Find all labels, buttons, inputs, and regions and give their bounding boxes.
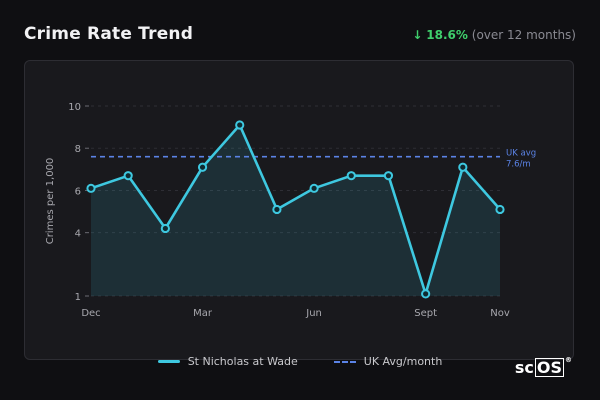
y-tick-label: 1 [75, 292, 81, 303]
y-axis: 1 4 6 8 10 [68, 102, 89, 303]
legend: St Nicholas at Wade UK Avg/month [0, 355, 600, 368]
data-point[interactable] [123, 171, 133, 181]
legend-label-series: St Nicholas at Wade [187, 355, 298, 368]
x-tick-label: Nov [490, 308, 510, 319]
legend-swatch-benchmark [333, 360, 356, 363]
data-point[interactable] [197, 162, 208, 172]
x-tick-label: Mar [193, 308, 213, 319]
x-tick-label: Sept [414, 308, 437, 319]
change-indicator: ↓ 18.6% (over 12 months) [412, 28, 576, 42]
data-point[interactable] [383, 171, 394, 181]
data-point[interactable] [346, 171, 356, 181]
data-point[interactable] [309, 183, 319, 193]
legend-item-series[interactable]: St Nicholas at Wade [157, 355, 298, 368]
data-point[interactable] [86, 183, 96, 193]
x-tick-label: Dec [81, 308, 100, 319]
logo-text: sc [514, 358, 534, 377]
legend-item-benchmark[interactable]: UK Avg/month [333, 355, 443, 368]
change-value: 18.6% [426, 28, 468, 42]
y-axis-label: Crimes per 1,000 [45, 158, 56, 245]
change-period: (over 12 months) [471, 28, 576, 42]
data-point[interactable] [272, 204, 282, 215]
x-tick-label: Jun [305, 308, 322, 319]
y-tick-label: 6 [75, 186, 81, 197]
data-point[interactable] [495, 204, 505, 215]
series-line [90, 123, 501, 296]
series-area [91, 125, 500, 296]
grid [91, 105, 500, 297]
y-tick-label: 10 [68, 102, 81, 113]
data-point[interactable] [160, 223, 170, 234]
legend-swatch-series [157, 360, 180, 363]
data-point[interactable] [421, 289, 431, 299]
y-tick-label: 4 [75, 229, 81, 240]
registered-mark: ® [565, 356, 572, 364]
chart-title: Crime Rate Trend [24, 24, 194, 44]
uk-avg-value-label: 7.6/m [506, 160, 531, 170]
y-tick-label: 8 [75, 144, 81, 155]
uk-avg-label: UK avg [506, 149, 536, 159]
scos-logo: sc OS ® [514, 356, 572, 377]
x-axis: Dec Mar Jun Sept Nov [81, 308, 510, 319]
data-point[interactable] [235, 120, 245, 130]
data-points [86, 120, 505, 299]
data-point[interactable] [458, 162, 468, 172]
legend-label-benchmark: UK Avg/month [363, 355, 443, 368]
logo-boxed-text: OS [534, 358, 564, 377]
down-arrow-icon: ↓ [412, 28, 423, 42]
chart-card [24, 60, 574, 360]
